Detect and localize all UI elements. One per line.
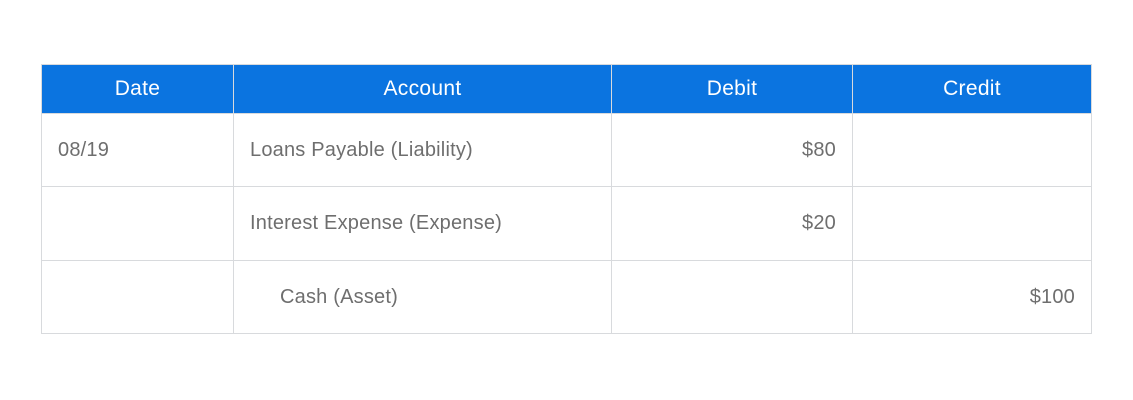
column-header-credit: Credit bbox=[852, 64, 1092, 114]
column-header-date: Date bbox=[41, 64, 234, 114]
cell-debit: $80 bbox=[611, 113, 853, 187]
cell-account: Interest Expense (Expense) bbox=[233, 186, 612, 261]
table-row: Interest Expense (Expense) $20 bbox=[41, 186, 1092, 261]
cell-account: Loans Payable (Liability) bbox=[233, 113, 612, 187]
table-row: 08/19 Loans Payable (Liability) $80 bbox=[41, 113, 1092, 187]
cell-credit: $100 bbox=[852, 260, 1092, 334]
cell-credit bbox=[852, 113, 1092, 187]
table-row: Cash (Asset) $100 bbox=[41, 260, 1092, 334]
cell-account: Cash (Asset) bbox=[233, 260, 612, 334]
column-header-account: Account bbox=[233, 64, 612, 114]
cell-credit bbox=[852, 186, 1092, 261]
cell-debit bbox=[611, 260, 853, 334]
cell-debit: $20 bbox=[611, 186, 853, 261]
column-header-debit: Debit bbox=[611, 64, 853, 114]
cell-date bbox=[41, 186, 234, 261]
journal-entry-table: Date Account Debit Credit 08/19 Loans Pa… bbox=[41, 64, 1092, 334]
cell-date bbox=[41, 260, 234, 334]
table-header-row: Date Account Debit Credit bbox=[41, 64, 1092, 114]
cell-date: 08/19 bbox=[41, 113, 234, 187]
